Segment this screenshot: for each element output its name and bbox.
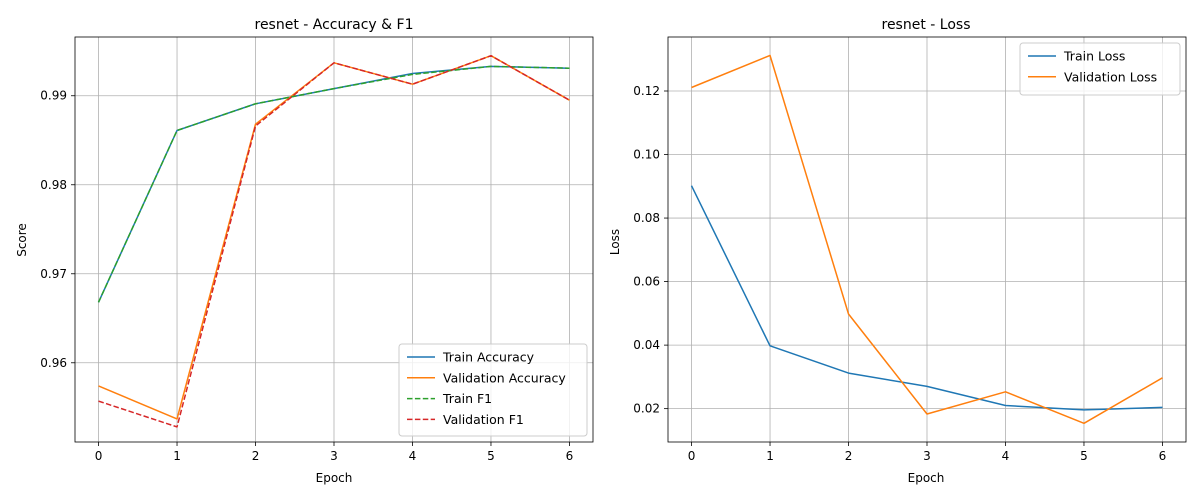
legend-entry: Train F1 [442,391,492,406]
series-lines [97,54,570,428]
loss-chart: resnet - Loss Epoch Loss 0 1 2 3 4 5 6 0.02 0.04… [608,17,1187,485]
x-tick-label: 0 [688,449,696,463]
y-tick-label: 0.10 [633,148,660,162]
series-line-train-loss [690,185,1163,411]
legend: Train Accuracy Validation Accuracy Train F… [398,343,588,437]
x-tick-label: 0 [95,449,103,463]
axes: 0 1 2 3 4 5 6 0.96 0.97 0.98 0.99 [40,36,594,463]
legend-box [398,343,588,437]
x-tick-label: 5 [1080,449,1088,463]
legend-entry: Train Accuracy [442,350,535,365]
x-tick-label: 6 [566,449,574,463]
y-tick-label: 0.98 [40,178,67,192]
y-tick-label: 0.96 [40,356,67,370]
legend-entry: Validation Loss [1064,69,1157,84]
x-tick-label: 1 [173,449,181,463]
series-line-train-f1 [97,65,570,303]
x-tick-label: 1 [766,449,774,463]
x-tick-label: 3 [330,449,338,463]
axes: 0 1 2 3 4 5 6 0.02 0.04 0.06 0.08 0.10 0.12 [633,36,1187,463]
grid [668,37,1186,442]
chart-title: resnet - Loss [882,17,971,33]
plot-frame [74,36,594,443]
y-axis-label: Loss [608,229,622,255]
x-tick-label: 5 [487,449,495,463]
x-axis-label: Epoch [316,471,353,485]
x-tick-label: 2 [252,449,260,463]
y-tick-label: 0.97 [40,267,67,281]
series-line-validation-loss [691,54,1163,425]
legend-entry: Validation F1 [443,412,524,427]
legend-entry: Validation Accuracy [443,370,566,385]
legend-entry: Train Loss [1063,49,1125,64]
y-tick-label: 0.12 [633,84,660,98]
y-tick-label: 0.04 [633,338,660,352]
series-lines [690,54,1163,425]
plot-frame [667,36,1187,443]
chart-title: resnet - Accuracy & F1 [255,17,414,33]
y-tick-label: 0.02 [633,402,660,416]
x-tick-label: 6 [1159,449,1167,463]
x-axis-label: Epoch [908,471,945,485]
y-tick-label: 0.08 [633,211,660,225]
x-tick-label: 3 [923,449,931,463]
series-line-validation-f1 [98,54,570,428]
legend-box [1019,42,1181,96]
y-axis-label: Score [15,223,29,257]
x-tick-label: 2 [845,449,853,463]
legend: Train Loss Validation Loss [1019,42,1181,96]
accuracy-f1-chart: resnet - Accuracy & F1 Epoch Score 0 1 2 3 4… [15,17,594,485]
y-tick-label: 0.06 [633,275,660,289]
x-tick-label: 4 [1002,449,1010,463]
y-tick-label: 0.99 [40,89,67,103]
x-tick-label: 4 [409,449,417,463]
